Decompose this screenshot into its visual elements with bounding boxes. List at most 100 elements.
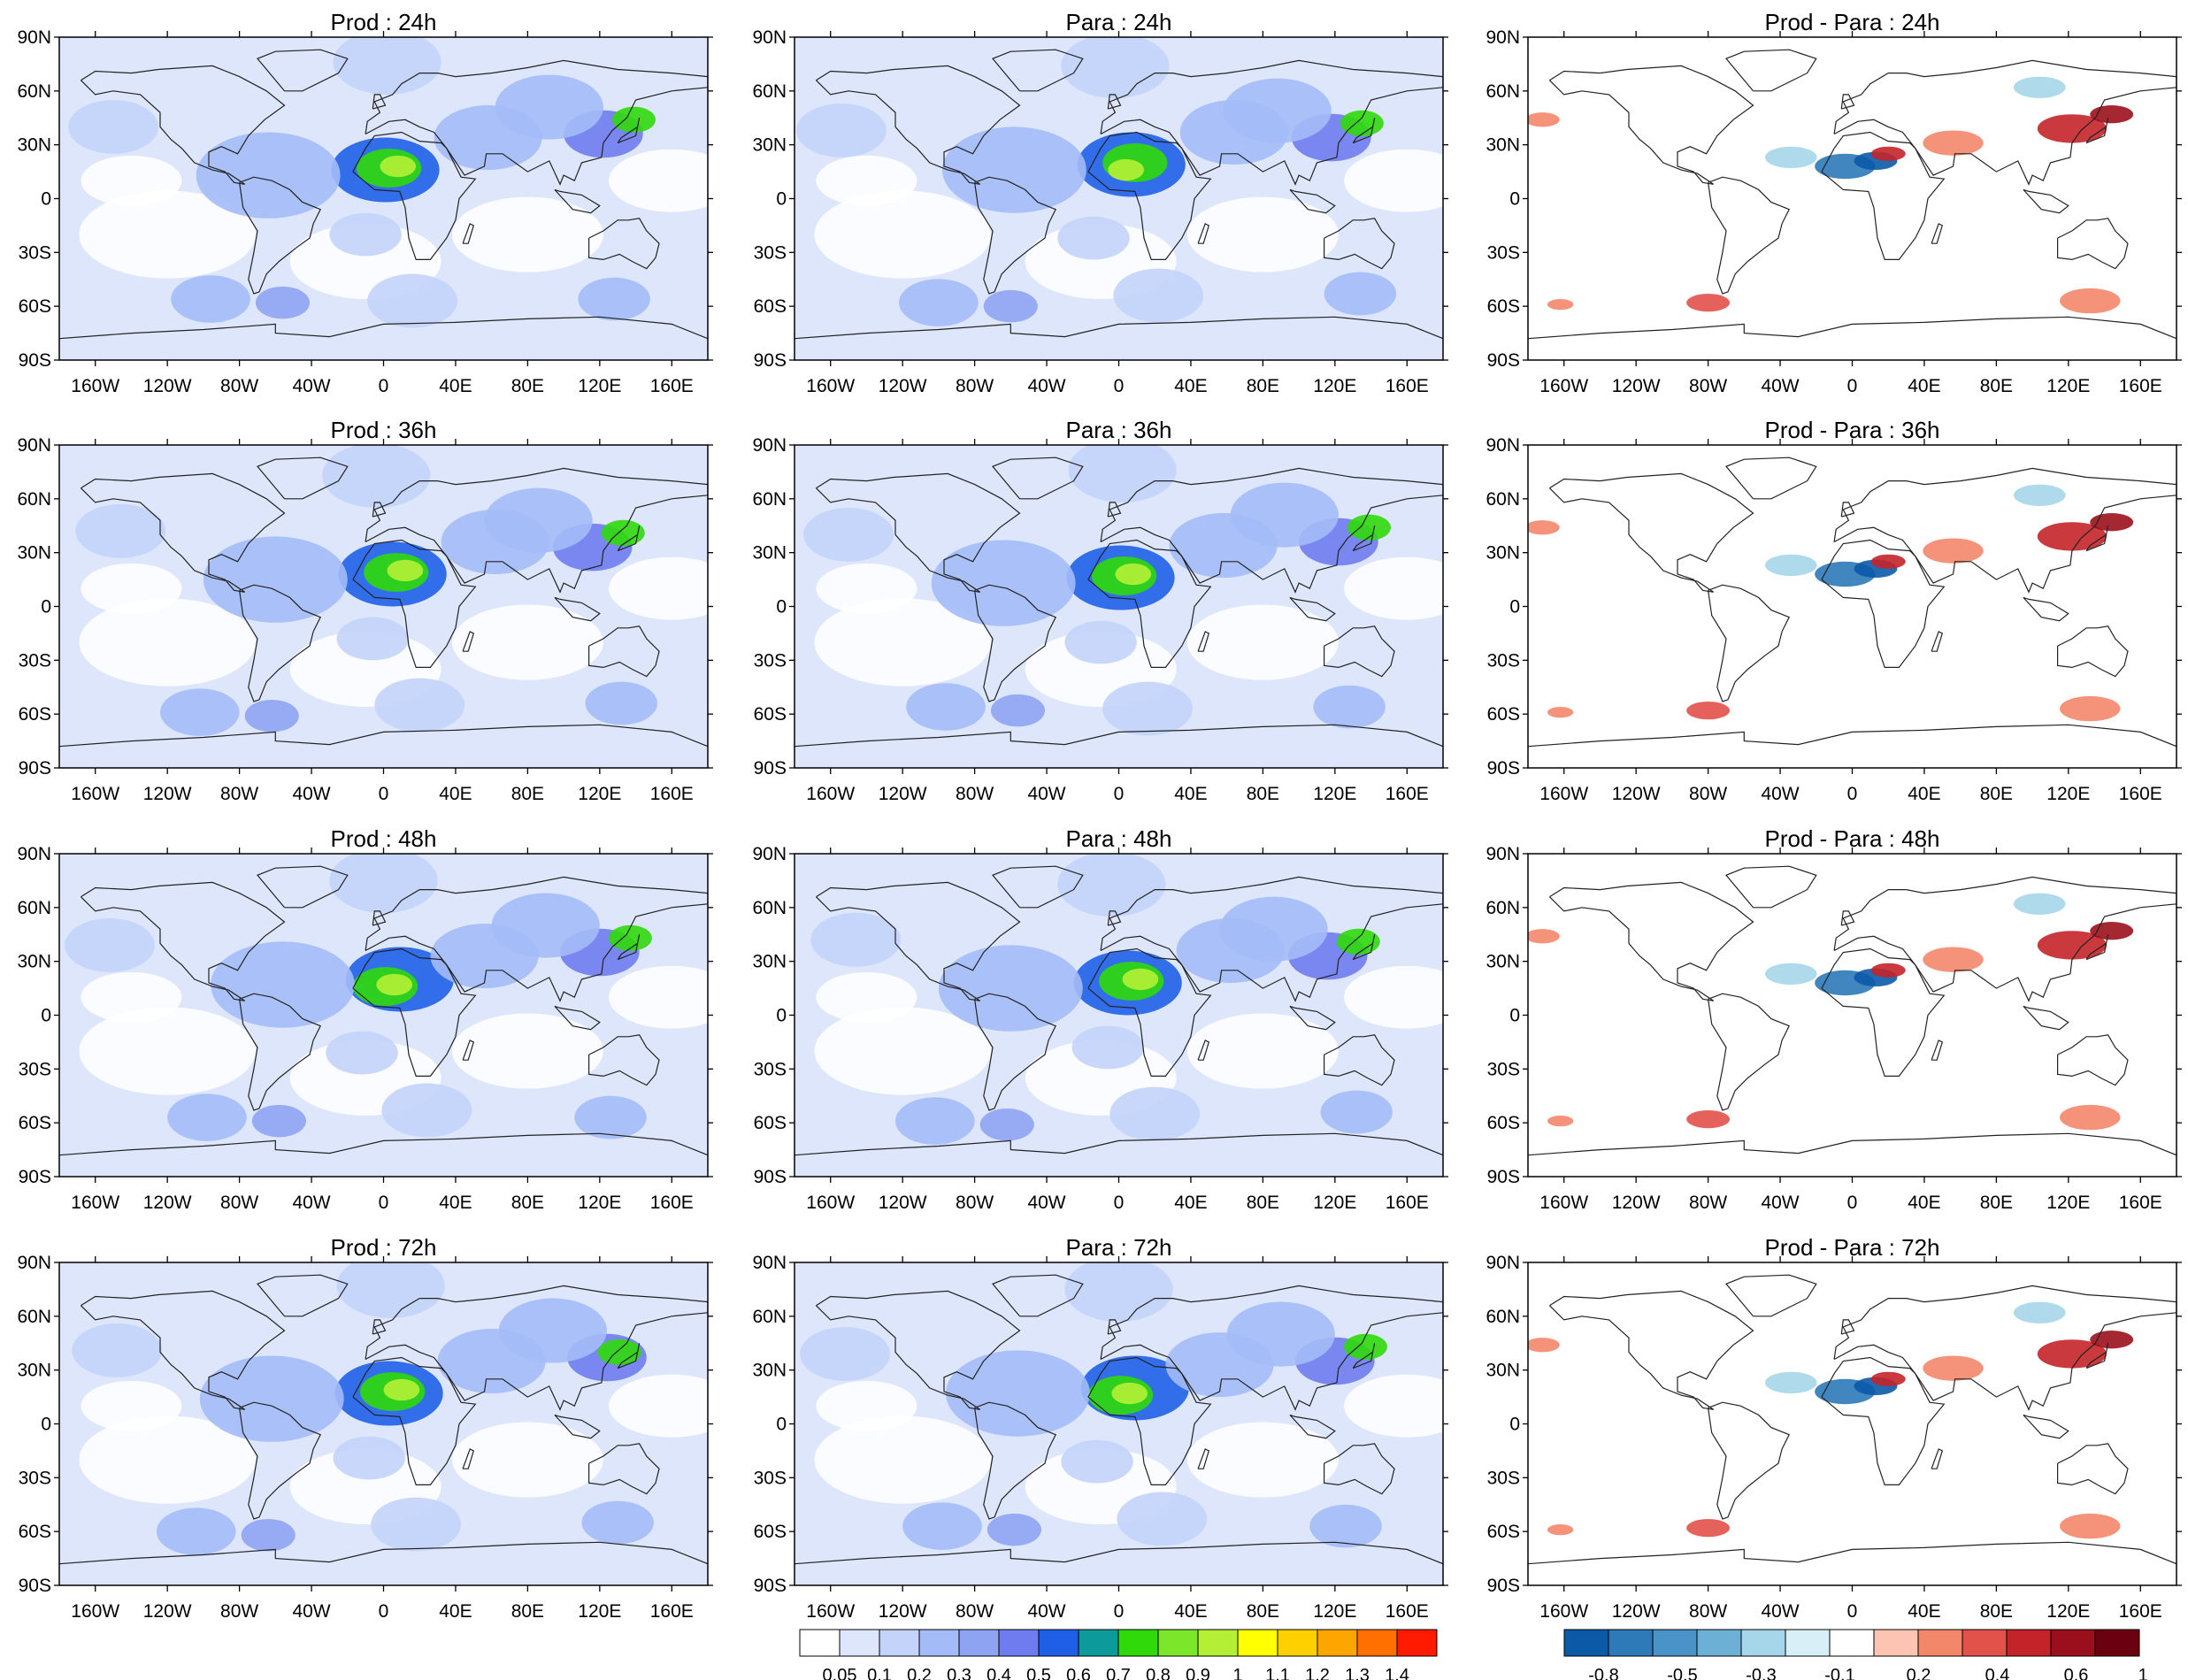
colorbar-swatch [1197, 1629, 1239, 1657]
field-feature [383, 1378, 420, 1401]
lon-label: 0 [379, 376, 389, 396]
coastline [992, 49, 1084, 92]
colorbar-swatch [1157, 1629, 1199, 1657]
lat-label: 30N [17, 1361, 51, 1381]
lon-label: 0 [379, 784, 389, 804]
field-feature [1113, 268, 1204, 323]
coastline [239, 176, 322, 295]
coastline [1352, 1343, 1376, 1369]
colorbar-swatch [1078, 1629, 1119, 1657]
colorbar-label: 0.5 [1026, 1666, 1051, 1680]
lon-label: 80W [1689, 1601, 1727, 1622]
coastline [795, 316, 1443, 340]
lat-label: 60N [17, 489, 51, 510]
field-feature [1064, 1262, 1173, 1322]
diff-feature [2060, 1104, 2121, 1131]
coastline [1833, 59, 2176, 186]
coastline [1840, 910, 1855, 926]
lon-label: 160W [1539, 1601, 1588, 1622]
field-feature [1071, 1025, 1145, 1070]
coastline [59, 316, 708, 340]
field-feature [65, 918, 155, 972]
coastline [1324, 1443, 1395, 1495]
coastline [372, 910, 387, 926]
lat-label: 0 [776, 1006, 787, 1026]
lat-label: 90N [1486, 1253, 1520, 1273]
colorbar-label: 0.3 [947, 1666, 971, 1680]
diff-feature [1528, 112, 1560, 127]
lat-label: 60S [754, 1522, 787, 1542]
field-feature [329, 212, 402, 257]
lon-label: 120W [1612, 784, 1661, 804]
colorbar-swatch [998, 1629, 1040, 1657]
coastline [1821, 539, 1946, 668]
lat-label: 0 [776, 1415, 787, 1435]
coastline [554, 596, 601, 622]
lat-label: 60N [752, 1307, 787, 1327]
colorbar-swatch [1038, 1629, 1079, 1657]
lon-label: 120E [1313, 784, 1356, 804]
lon-label: 160E [650, 1601, 694, 1622]
lon-label: 40W [1761, 1193, 1799, 1213]
lat-label: 60S [1487, 296, 1520, 317]
field-feature [1068, 445, 1177, 502]
lon-label: 80W [220, 1193, 258, 1213]
colorbar-swatch [1117, 1629, 1159, 1657]
coastline [974, 993, 1057, 1111]
coastline [59, 1541, 708, 1565]
lon-label: 120E [2046, 376, 2090, 396]
coastline [239, 993, 322, 1111]
map-panel: Prod - Para : 36h90N60N30N030S60S90S160W… [1486, 417, 2182, 804]
map-panel: Prod - Para : 24h90N60N30N030S60S90S160W… [1486, 9, 2182, 396]
coastline [1821, 131, 1946, 260]
field-feature [946, 1350, 1090, 1437]
diff-feature [1686, 701, 1731, 720]
diff-feature [2060, 288, 2121, 314]
colorbar-label: 0.4 [1985, 1666, 2010, 1680]
lat-label: 30N [752, 952, 787, 972]
lat-label: 30N [1486, 1361, 1520, 1381]
lon-label: 80E [1247, 1193, 1279, 1213]
lat-label: 90N [752, 1253, 787, 1273]
coastline [1100, 467, 1443, 594]
lat-label: 30S [1487, 650, 1520, 671]
field-feature [380, 155, 417, 178]
lat-label: 60S [19, 1113, 51, 1133]
diff-feature [1547, 1524, 1574, 1536]
coastline [462, 223, 475, 244]
lon-label: 120W [143, 376, 192, 396]
field-feature [1109, 1086, 1201, 1141]
field-feature [329, 854, 438, 913]
coastline [1087, 1356, 1212, 1485]
colorbar-label: 1.1 [1265, 1666, 1290, 1680]
field-feature [381, 1083, 472, 1138]
lon-label: 40E [439, 784, 472, 804]
lon-label: 40W [1027, 1601, 1065, 1622]
lon-label: 40E [1174, 1601, 1207, 1622]
shaded-field [795, 37, 1443, 360]
colorbar-label: 0.9 [1186, 1666, 1210, 1680]
shaded-field [795, 445, 1443, 768]
diff-feature [1528, 929, 1560, 944]
field-feature [987, 1513, 1041, 1546]
colorbar-swatch [1785, 1629, 1831, 1657]
coastline [588, 625, 660, 678]
diff-feature [1686, 293, 1731, 312]
lon-label: 160E [1386, 784, 1429, 804]
colorbar-swatch [799, 1629, 841, 1657]
low-value-region [609, 965, 708, 1029]
diff-feature [1923, 1355, 1984, 1381]
lat-label: 90S [754, 1576, 787, 1596]
lat-label: 30S [1487, 1059, 1520, 1079]
lat-label: 60S [754, 704, 787, 725]
field-feature [322, 445, 431, 508]
field-feature [211, 941, 355, 1028]
lat-label: 30S [19, 650, 51, 671]
coastline [1840, 502, 1855, 518]
field-feature [1313, 685, 1386, 729]
lat-label: 90N [752, 435, 787, 456]
field-feature [609, 924, 652, 951]
